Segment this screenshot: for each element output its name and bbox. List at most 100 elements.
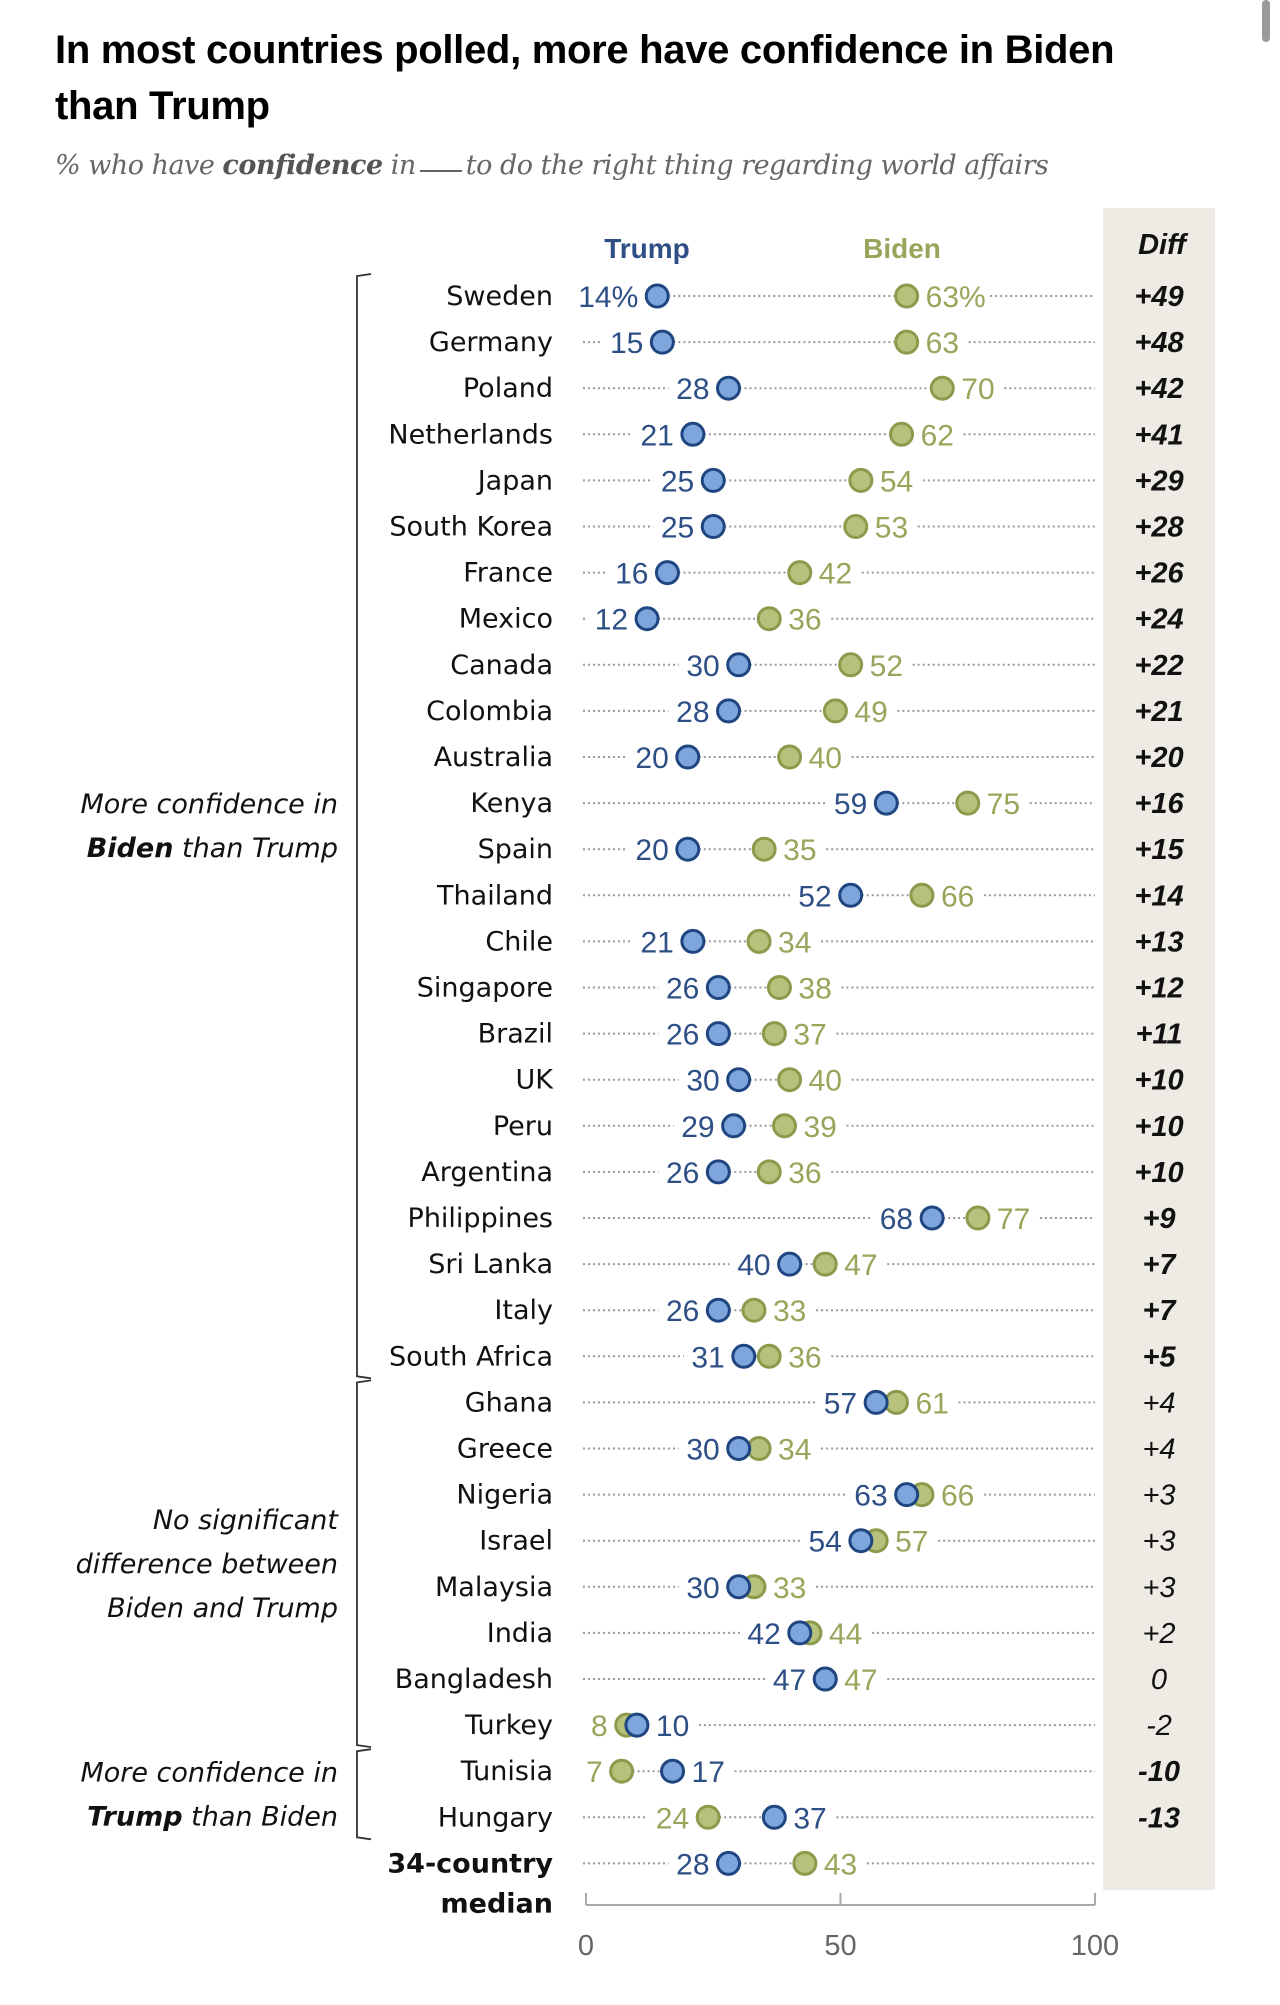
biden-value-label: 33 <box>773 1295 806 1328</box>
trump-dot <box>726 652 752 678</box>
biden-dot <box>777 744 803 770</box>
group-label-part: Trump <box>87 1801 182 1832</box>
chart-row: UK 30 40 +10 <box>516 1065 1184 1098</box>
country-label: UK <box>516 1065 555 1096</box>
trump-dot <box>848 1528 874 1554</box>
biden-value-label: 63 <box>926 327 959 360</box>
biden-dot <box>695 1804 721 1830</box>
country-label: Nigeria <box>456 1480 553 1511</box>
biden-value-label: 40 <box>809 742 842 775</box>
trump-value-label: 20 <box>635 742 668 775</box>
trump-value-label: 20 <box>635 834 668 867</box>
chart-row: Japan 25 54 +29 <box>476 465 1184 498</box>
chart-row: 34-country median 28 43 <box>387 1848 1095 1919</box>
chart-row: Kenya 59 75 +16 <box>470 788 1184 821</box>
country-label: Germany <box>429 327 553 358</box>
biden-value-label: 35 <box>783 834 816 867</box>
scrollbar-thumb[interactable] <box>1262 0 1270 42</box>
trump-value-label: 16 <box>615 558 648 591</box>
trump-dot <box>726 1067 752 1093</box>
trump-value-label: 29 <box>681 1111 714 1144</box>
diff-value: +7 <box>1142 1295 1177 1327</box>
trump-dot <box>634 606 660 632</box>
chart-row: Philippines 68 77 +9 <box>408 1203 1176 1236</box>
trump-dot <box>675 744 701 770</box>
chart-row: Hungary 24 37 -13 <box>438 1802 1180 1835</box>
chart-row: Singapore 26 38 +12 <box>417 973 1184 1006</box>
diff-value: +20 <box>1134 742 1183 774</box>
trump-dot <box>660 1758 686 1784</box>
biden-value-label: 42 <box>819 558 852 591</box>
biden-value-label: 33 <box>773 1572 806 1605</box>
trump-value-label: 30 <box>686 650 719 683</box>
group-label-part: than Trump <box>173 833 338 864</box>
biden-dot <box>756 606 782 632</box>
trump-dot <box>726 1574 752 1600</box>
diff-value: +3 <box>1142 1572 1175 1604</box>
biden-value-label: 44 <box>829 1618 862 1651</box>
country-label: Colombia <box>426 696 553 727</box>
trump-dot <box>777 1251 803 1277</box>
biden-value-label: 37 <box>793 1019 826 1052</box>
trump-value-label: 54 <box>808 1526 841 1559</box>
country-label: Chile <box>485 926 553 957</box>
trump-dot <box>705 1159 731 1185</box>
country-label: Kenya <box>470 788 553 819</box>
country-label: South Africa <box>389 1341 553 1372</box>
biden-value-label: 70 <box>961 373 994 406</box>
trump-value-label: 26 <box>666 1295 699 1328</box>
diff-value: +10 <box>1134 1111 1183 1143</box>
country-label: Tunisia <box>460 1756 553 1787</box>
diff-value: +22 <box>1134 650 1183 682</box>
biden-value-label: 7 <box>586 1756 603 1789</box>
chart-subtitle: % who have confidence in to do the right … <box>55 150 1049 181</box>
trump-value-label: 30 <box>686 1572 719 1605</box>
trump-value-label: 26 <box>666 1157 699 1190</box>
diff-value: +2 <box>1142 1618 1175 1650</box>
biden-dot <box>812 1251 838 1277</box>
chart-row: Argentina 26 36 +10 <box>421 1157 1183 1190</box>
chart-row: Colombia 28 49 +21 <box>426 696 1183 729</box>
x-axis: 0 50 100 <box>578 1893 1119 1962</box>
diff-value: +4 <box>1142 1387 1175 1419</box>
biden-dot <box>909 882 935 908</box>
biden-dot <box>787 560 813 586</box>
trump-dot <box>894 1482 920 1508</box>
group-label: difference between <box>76 1549 338 1580</box>
biden-dot <box>894 283 920 309</box>
biden-value-label: 49 <box>854 696 887 729</box>
diff-value: 0 <box>1151 1664 1167 1696</box>
group-label: Biden than Trump <box>87 833 338 864</box>
biden-dot <box>848 467 874 493</box>
trump-dot <box>705 975 731 1000</box>
biden-dot <box>756 1159 782 1185</box>
diff-value: +3 <box>1142 1480 1175 1512</box>
trump-dot <box>787 1620 813 1646</box>
diff-value: +41 <box>1134 419 1183 451</box>
diff-value: -10 <box>1138 1756 1180 1788</box>
trump-value-label: 26 <box>666 973 699 1006</box>
trump-dot <box>680 421 706 447</box>
country-label: Malaysia <box>435 1572 553 1603</box>
country-label: Singapore <box>417 973 553 1004</box>
chart-row: Canada 30 52 +22 <box>450 650 1183 683</box>
trump-value-label: 28 <box>676 1848 709 1881</box>
biden-value-label: 36 <box>788 1157 821 1190</box>
diff-value: +12 <box>1134 973 1183 1005</box>
subtitle-blank <box>419 169 462 172</box>
trump-dot <box>654 560 680 586</box>
country-label: Poland <box>463 373 553 404</box>
trump-value-label: 57 <box>824 1387 857 1420</box>
biden-dot <box>883 1389 909 1415</box>
biden-value-label: 24 <box>656 1802 689 1835</box>
group-label-part: More confidence in <box>80 1757 338 1788</box>
diff-value: +26 <box>1134 558 1184 590</box>
legend-biden: Biden <box>863 233 941 264</box>
biden-dot <box>761 1021 787 1047</box>
trump-dot <box>716 375 742 401</box>
trump-dot <box>721 1113 747 1139</box>
subtitle-emphasis: confidence <box>222 150 383 181</box>
diff-header: Diff <box>1138 229 1189 261</box>
biden-value-label: 38 <box>798 973 831 1006</box>
biden-dot <box>746 928 772 954</box>
